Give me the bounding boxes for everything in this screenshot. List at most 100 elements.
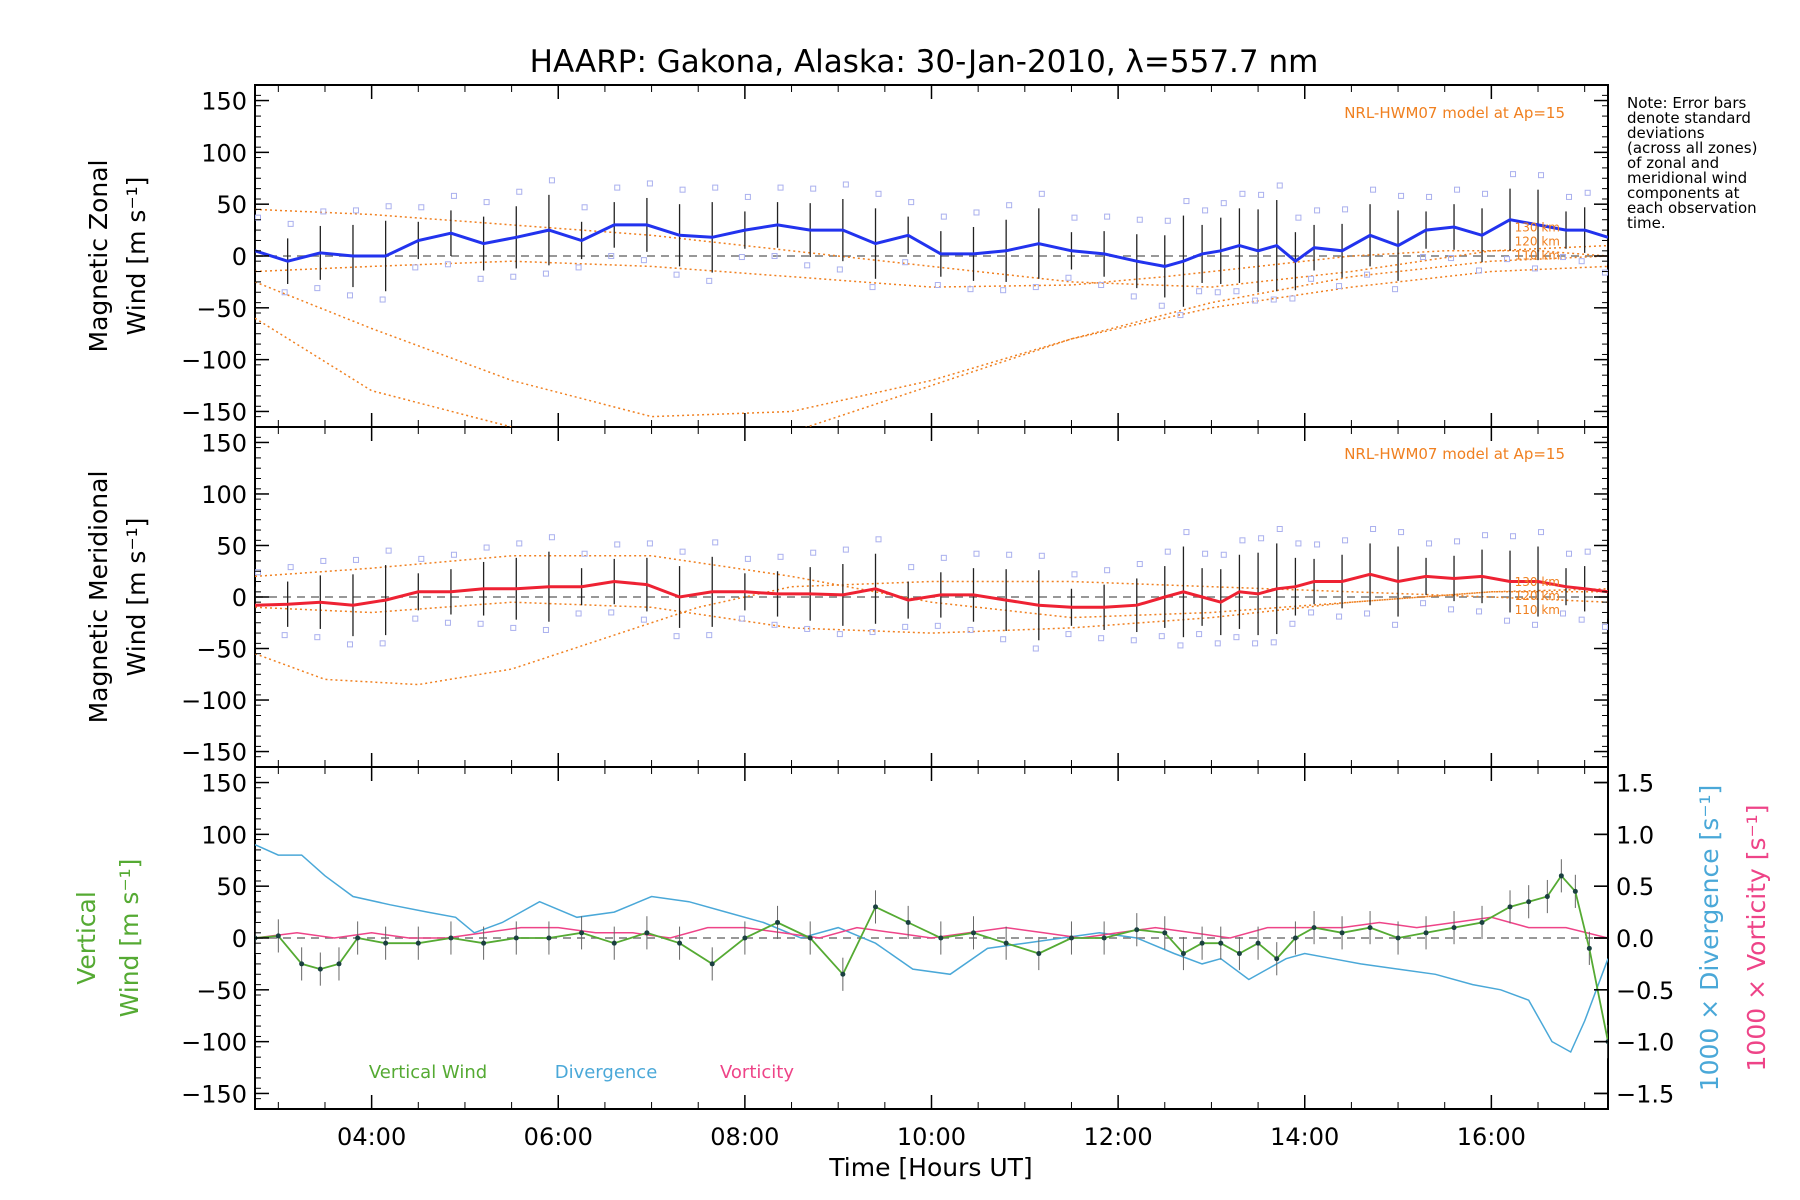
- x-tick-label: 06:00: [524, 1123, 593, 1151]
- sample-marker: [1032, 645, 1039, 652]
- sample-marker: [281, 289, 288, 296]
- y-tick-label: 50: [216, 191, 247, 219]
- model-height-label: 120 km: [1515, 234, 1560, 248]
- vertical-wind-point: [513, 935, 519, 941]
- y2-tick-label: 0.0: [1616, 925, 1654, 953]
- model-height-label: 110 km: [1515, 248, 1560, 262]
- sample-marker: [1336, 613, 1343, 620]
- sample-marker: [1202, 550, 1209, 557]
- sample-marker: [1308, 275, 1315, 282]
- sample-marker: [1538, 172, 1545, 179]
- sample-marker: [875, 536, 882, 543]
- sample-marker: [1071, 571, 1078, 578]
- sample-marker: [673, 633, 680, 640]
- sample-marker: [1239, 190, 1246, 197]
- wind-line: [255, 572, 1608, 609]
- sample-marker: [804, 262, 811, 269]
- vorticity-ylabel: 1000 × Vorticity [s⁻¹]: [1742, 805, 1771, 1072]
- vertical-wind-point: [1572, 888, 1578, 894]
- vertical-wind-point: [970, 930, 976, 936]
- vertical-wind-point: [742, 935, 748, 941]
- vertical-wind-point: [1218, 940, 1224, 946]
- sample-marker: [1454, 538, 1461, 545]
- sample-marker: [1364, 271, 1371, 278]
- sample-marker: [940, 213, 947, 220]
- sample-marker: [673, 271, 680, 278]
- sample-marker: [1560, 610, 1567, 617]
- sample-marker: [1220, 551, 1227, 558]
- sample-marker: [483, 544, 490, 551]
- sample-marker: [706, 277, 713, 284]
- y-tick-label: 100: [201, 139, 247, 167]
- chart-title: HAARP: Gakona, Alaska: 30-Jan-2010, λ=55…: [530, 44, 1319, 80]
- wind-line: [255, 218, 1608, 268]
- sample-marker: [1295, 540, 1302, 547]
- sample-marker: [1098, 635, 1105, 642]
- note-line: denote standard: [1627, 109, 1751, 127]
- note-line: deviations: [1627, 124, 1705, 142]
- sample-marker: [1289, 295, 1296, 302]
- x-tick-label: 14:00: [1270, 1123, 1339, 1151]
- vertical-wind-point: [1274, 956, 1280, 962]
- vertical-wind-point: [415, 940, 421, 946]
- vertical-wind-point: [1479, 919, 1485, 925]
- sample-marker: [1006, 202, 1013, 209]
- sample-marker: [412, 264, 419, 271]
- sample-marker: [1196, 631, 1203, 638]
- sample-marker: [744, 193, 751, 200]
- sample-marker: [738, 615, 745, 622]
- sample-marker: [1289, 620, 1296, 627]
- vertical-wind-point: [1544, 894, 1550, 900]
- vertical-wind-point: [299, 961, 305, 967]
- sample-marker: [1342, 206, 1349, 213]
- sample-marker: [287, 564, 294, 571]
- y-tick-label: 0: [232, 925, 247, 953]
- sample-marker: [908, 199, 915, 206]
- y-tick-label: 100: [201, 821, 247, 849]
- y-tick-label: −100: [181, 687, 247, 715]
- sample-marker: [516, 188, 523, 195]
- sample-marker: [281, 632, 288, 639]
- vertical-wind-point: [1236, 951, 1242, 957]
- sample-marker: [379, 640, 386, 647]
- sample-marker: [450, 551, 457, 558]
- y-tick-label: 150: [201, 88, 247, 116]
- sample-marker: [810, 549, 817, 556]
- sample-marker: [1336, 283, 1343, 290]
- vertical-wind-point: [938, 935, 944, 941]
- vertical-wind-point: [1526, 899, 1532, 905]
- sample-marker: [836, 266, 843, 273]
- sample-marker: [810, 185, 817, 192]
- y-tick-label: 0: [232, 584, 247, 612]
- sample-marker: [542, 626, 549, 633]
- sample-marker: [1584, 548, 1591, 555]
- sample-marker: [1000, 636, 1007, 643]
- sample-marker: [842, 181, 849, 188]
- vertical-wind-point: [355, 935, 361, 941]
- sample-marker: [640, 616, 647, 623]
- sample-marker: [1602, 269, 1608, 276]
- y-tick-label: −150: [181, 1080, 247, 1108]
- sample-marker: [542, 270, 549, 277]
- sample-marker: [1158, 302, 1165, 309]
- y2-tick-label: −1.5: [1616, 1080, 1674, 1108]
- vertical-wind-point: [1255, 940, 1261, 946]
- x-axis-label: Time [Hours UT]: [828, 1153, 1032, 1182]
- sample-marker: [712, 184, 719, 191]
- sample-marker: [1342, 537, 1349, 544]
- sample-marker: [1476, 608, 1483, 615]
- vertical-wind-point: [383, 940, 389, 946]
- sample-marker: [1426, 193, 1433, 200]
- sample-marker: [777, 184, 784, 191]
- sample-marker: [483, 199, 490, 206]
- sample-marker: [1233, 288, 1240, 295]
- x-tick-label: 04:00: [337, 1123, 406, 1151]
- sample-marker: [842, 546, 849, 553]
- sample-marker: [548, 534, 555, 541]
- vertical-wind-point: [1586, 945, 1592, 951]
- sample-marker: [1532, 265, 1539, 272]
- vertical-wind-point: [336, 961, 342, 967]
- vertical-wind-point: [1101, 935, 1107, 941]
